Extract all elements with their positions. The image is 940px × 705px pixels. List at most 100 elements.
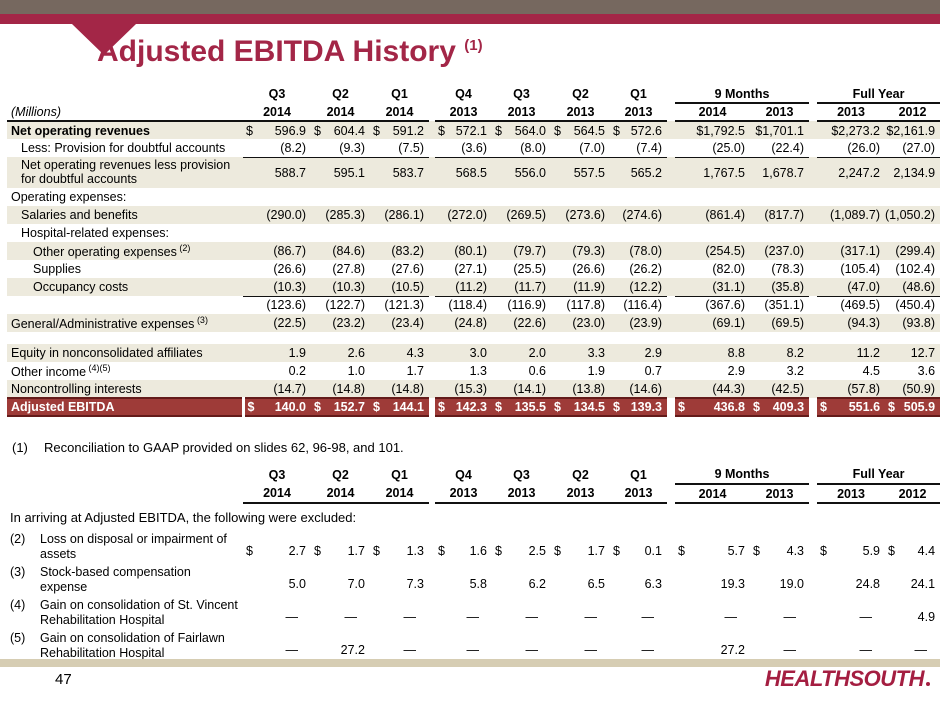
cell-number: 1.7 xyxy=(587,544,605,558)
column-header: Q3 xyxy=(513,467,530,482)
cell-value: $596.9 xyxy=(243,124,306,138)
column-gap xyxy=(667,296,675,314)
cell-value: $564.0 xyxy=(492,124,546,138)
column-gap xyxy=(809,296,817,314)
table-cell: (269.5) xyxy=(492,206,551,224)
title-footnote-ref: (1) xyxy=(464,37,483,54)
table-cell xyxy=(885,224,940,242)
cell-number: 5.9 xyxy=(862,544,881,558)
column-header-year: 2014 xyxy=(675,103,750,122)
column-header-year: 2013 xyxy=(492,484,551,504)
table-cell: $5.7 xyxy=(675,530,750,563)
column-gap xyxy=(429,242,435,260)
cell-number: 1.6 xyxy=(469,544,487,558)
table-cell: $1,701.1 xyxy=(750,121,810,139)
row-label-text: Loss on disposal or impairment of assets xyxy=(40,531,227,561)
table-cell: 1,678.7 xyxy=(750,157,810,188)
row-footnote-number: (3) xyxy=(10,564,26,579)
bottom-tan-bar xyxy=(0,659,940,667)
cell-number: 1.3 xyxy=(406,544,424,558)
cell-value: $5.7 xyxy=(675,544,745,558)
dollar-sign: $ xyxy=(373,544,380,558)
table-cell: 24.8 xyxy=(855,577,881,591)
dollar-sign: $ xyxy=(554,544,561,558)
table-cell: 3.6 xyxy=(917,364,936,378)
dollar-sign: $ xyxy=(613,400,620,414)
cell-value: $591.2 xyxy=(370,124,424,138)
dollar-sign: $ xyxy=(753,544,760,558)
dollar-sign: $ xyxy=(314,123,321,138)
row-label: (3) Stock-based compensation expense xyxy=(7,563,243,596)
column-group-header: Full Year xyxy=(817,85,940,104)
table-cell xyxy=(885,332,940,344)
table-cell xyxy=(370,332,429,344)
column-header-year: 2013 xyxy=(817,484,886,504)
cell-number: 4.3 xyxy=(786,544,805,558)
cell-number: 572.1 xyxy=(455,123,487,138)
cell-number: 140.0 xyxy=(274,400,306,414)
table-cell: — xyxy=(724,610,738,624)
column-header: Q3 xyxy=(268,467,286,482)
cell-value: $140.0 xyxy=(245,400,307,414)
table-cell: — xyxy=(525,610,539,624)
table-row: Other income (4)(5) 0.2 1.0 1.7 1.3 0.6 1.9 0.7… xyxy=(7,362,940,380)
cell-number: 2.5 xyxy=(528,544,546,558)
row-label-flex: (4) Gain on consolidation of St. Vincent … xyxy=(7,598,243,628)
table-cell: — xyxy=(783,643,797,657)
cell-number: 5.7 xyxy=(727,544,745,558)
table-cell: $2,161.9 xyxy=(885,121,940,139)
column-header: Q4 xyxy=(455,467,472,482)
table-cell: $604.4 xyxy=(311,121,370,139)
column-header: Q2 xyxy=(332,87,349,101)
table-row: Adjusted EBITDA $140.0 $152.7 $144.1 $142.3 $… xyxy=(7,397,940,417)
column-gap xyxy=(429,344,435,362)
column-header-year: 2013 xyxy=(435,484,492,504)
table-cell: (79.7) xyxy=(492,242,551,260)
table-cell xyxy=(551,188,610,206)
table-cell: 6.3 xyxy=(644,577,662,591)
column-gap xyxy=(809,157,818,188)
table-cell xyxy=(750,332,809,344)
table-cell: 2.9 xyxy=(610,344,667,362)
healthsouth-logo: HEALTHSOUTH xyxy=(765,666,930,692)
table-cell: 1.9 xyxy=(587,364,605,378)
table-cell: (118.4) xyxy=(448,298,487,313)
cell-value: $572.6 xyxy=(610,124,662,138)
column-gap xyxy=(809,344,818,362)
table-cell: — xyxy=(285,610,299,624)
table-corner xyxy=(7,85,243,103)
row-footnote-number: (2) xyxy=(10,531,26,546)
column-gap xyxy=(667,530,675,563)
column-gap xyxy=(667,563,675,596)
table-cell: 24.1 xyxy=(910,577,936,591)
table-cell: — xyxy=(584,610,598,624)
column-gap xyxy=(429,206,435,224)
table-header: Q3 Q2 Q1 Q4 Q3 Q2 Q1 9 Months Full Year 2014 2014 2… xyxy=(7,465,940,504)
column-header: Q3 xyxy=(513,87,530,101)
table-cell: 4.3 xyxy=(370,344,429,362)
table-cell: (86.7) xyxy=(243,242,311,260)
table-cell: — xyxy=(525,643,539,657)
table-row: Occupancy costs (10.3) (10.3) (10.5) (11.2)(… xyxy=(7,278,940,297)
table-cell xyxy=(750,188,809,206)
cell-number: 135.5 xyxy=(514,400,546,414)
table-row: General/Administrative expenses (3) (22.5… xyxy=(7,314,940,332)
table-cell: 1.9 xyxy=(243,344,311,362)
table-cell: 2.6 xyxy=(311,344,370,362)
dollar-sign: $ xyxy=(820,544,827,558)
column-header-year: 2013 xyxy=(750,484,810,504)
table-cell: $1,792.5 xyxy=(675,121,750,139)
table-cell: — xyxy=(859,610,873,624)
cell-value: $5.9 xyxy=(817,544,880,558)
table-cell: 1,767.5 xyxy=(675,157,750,188)
table-row: Salaries and benefits (290.0) (285.3) (286.… xyxy=(7,206,940,224)
column-gap xyxy=(429,278,435,296)
row-label: Supplies xyxy=(33,262,81,276)
table-row: Net operating revenues $596.9 $604.4 $591.2… xyxy=(7,121,940,139)
column-gap xyxy=(809,563,817,596)
rule-cell xyxy=(885,415,940,434)
dollar-sign: $ xyxy=(246,123,253,138)
table2-intro: In arriving at Adjusted EBITDA, the foll… xyxy=(10,509,357,525)
table-cell: (22.5) xyxy=(243,314,311,332)
table-cell: 6.2 xyxy=(528,577,546,591)
